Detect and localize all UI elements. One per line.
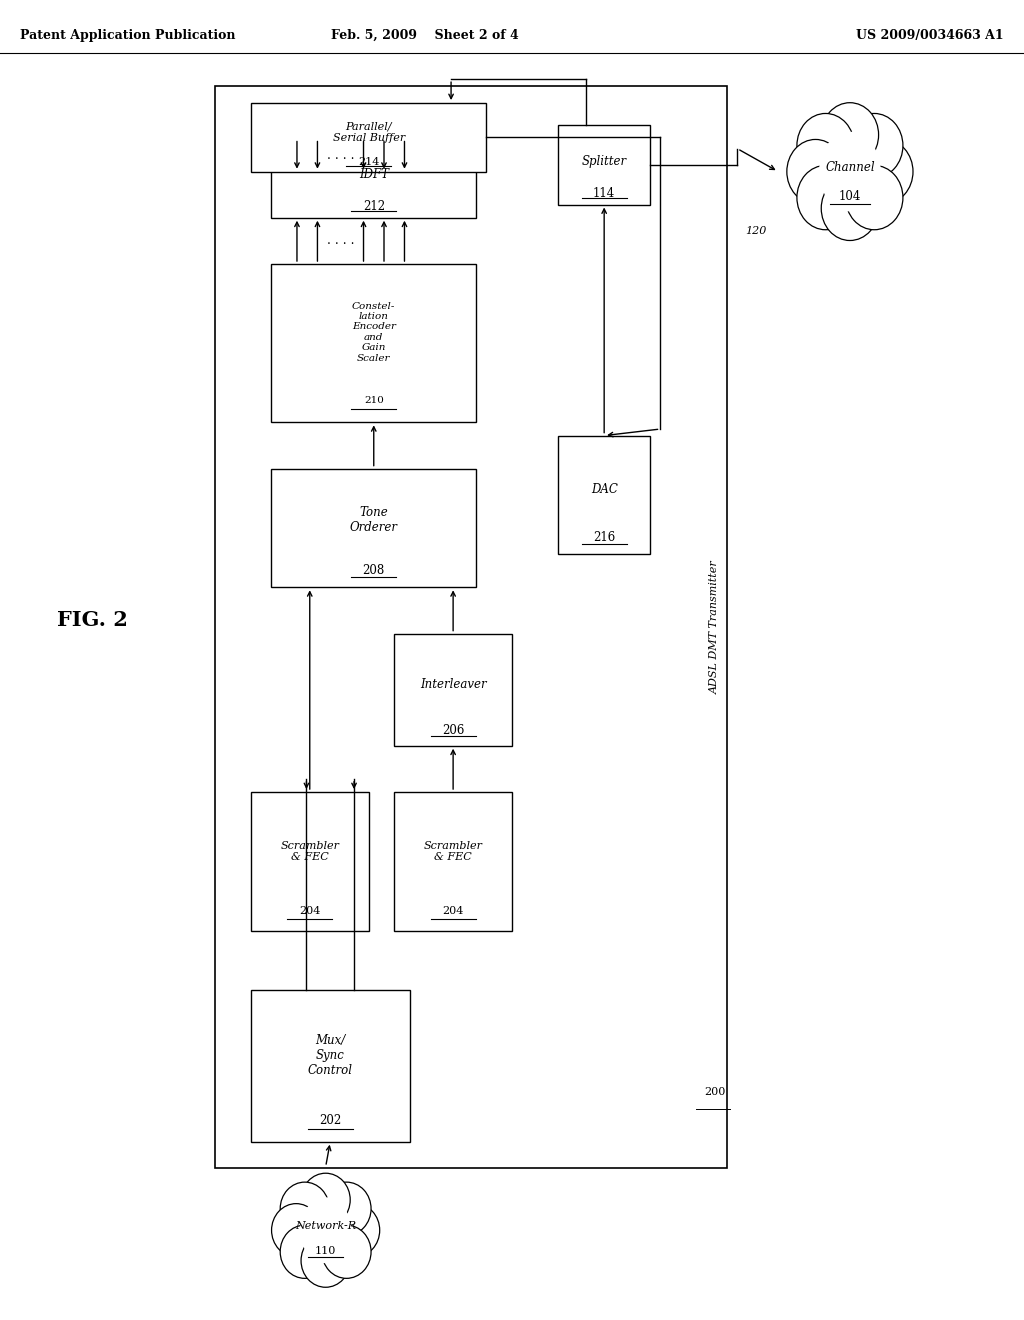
Bar [394, 792, 512, 931]
Text: 206: 206 [442, 723, 464, 737]
Text: US 2009/0034663 A1: US 2009/0034663 A1 [856, 29, 1004, 42]
Circle shape [820, 133, 880, 210]
Ellipse shape [301, 1234, 350, 1287]
Text: 200: 200 [705, 1088, 725, 1097]
Text: Scrambler
& FEC: Scrambler & FEC [424, 841, 482, 862]
Circle shape [819, 132, 881, 211]
Ellipse shape [322, 1225, 371, 1278]
Ellipse shape [301, 1173, 350, 1226]
Bar [558, 436, 650, 554]
Text: FIG. 2: FIG. 2 [56, 610, 128, 631]
Bar [271, 469, 476, 587]
Text: 104: 104 [839, 190, 861, 202]
Text: Feb. 5, 2009    Sheet 2 of 4: Feb. 5, 2009 Sheet 2 of 4 [331, 29, 519, 42]
Ellipse shape [786, 140, 844, 203]
Text: 210: 210 [364, 396, 384, 405]
Bar [215, 86, 727, 1168]
Ellipse shape [821, 103, 879, 168]
Text: 216: 216 [593, 531, 615, 544]
Text: . . . .: . . . . [328, 235, 354, 247]
Text: Constel-
lation
Encoder
and
Gain
Scaler: Constel- lation Encoder and Gain Scaler [352, 301, 395, 363]
Text: 214: 214 [358, 157, 379, 168]
Bar [251, 103, 486, 172]
Text: . . . .: . . . . [328, 149, 354, 161]
Text: Network-R: Network-R [295, 1221, 356, 1232]
Ellipse shape [281, 1225, 330, 1278]
Ellipse shape [846, 165, 903, 230]
Bar [558, 125, 650, 205]
Text: Interleaver: Interleaver [420, 677, 486, 690]
Bar [271, 264, 476, 422]
Text: DAC: DAC [591, 483, 617, 495]
Text: Splitter: Splitter [582, 154, 627, 168]
Text: Channel: Channel [825, 161, 874, 173]
Bar [251, 792, 369, 931]
Ellipse shape [322, 1183, 371, 1236]
Ellipse shape [821, 176, 879, 240]
Text: 120: 120 [745, 226, 767, 236]
Bar [251, 990, 410, 1142]
Ellipse shape [331, 1204, 380, 1257]
Text: 110: 110 [315, 1246, 336, 1255]
Text: ADSL DMT Transmitter: ADSL DMT Transmitter [710, 560, 720, 694]
Text: 204: 204 [442, 907, 464, 916]
Ellipse shape [797, 165, 854, 230]
Ellipse shape [846, 114, 903, 178]
Circle shape [301, 1199, 350, 1262]
Ellipse shape [797, 114, 854, 178]
Text: IDFT: IDFT [358, 168, 389, 181]
Text: 204: 204 [299, 907, 321, 916]
Text: 202: 202 [319, 1114, 341, 1127]
Ellipse shape [281, 1183, 330, 1236]
Text: Patent Application Publication: Patent Application Publication [20, 29, 236, 42]
Bar [271, 139, 476, 218]
Bar [394, 634, 512, 746]
Ellipse shape [856, 140, 913, 203]
Text: Scrambler
& FEC: Scrambler & FEC [281, 841, 339, 862]
Text: Parallel/
Serial Buffer: Parallel/ Serial Buffer [333, 121, 404, 144]
Text: Tone
Orderer: Tone Orderer [350, 506, 397, 533]
Circle shape [300, 1197, 351, 1263]
Ellipse shape [271, 1204, 321, 1257]
Text: 208: 208 [362, 564, 385, 577]
Text: Mux/
Sync
Control: Mux/ Sync Control [308, 1034, 352, 1077]
Text: 114: 114 [593, 187, 615, 201]
Text: 212: 212 [362, 201, 385, 214]
